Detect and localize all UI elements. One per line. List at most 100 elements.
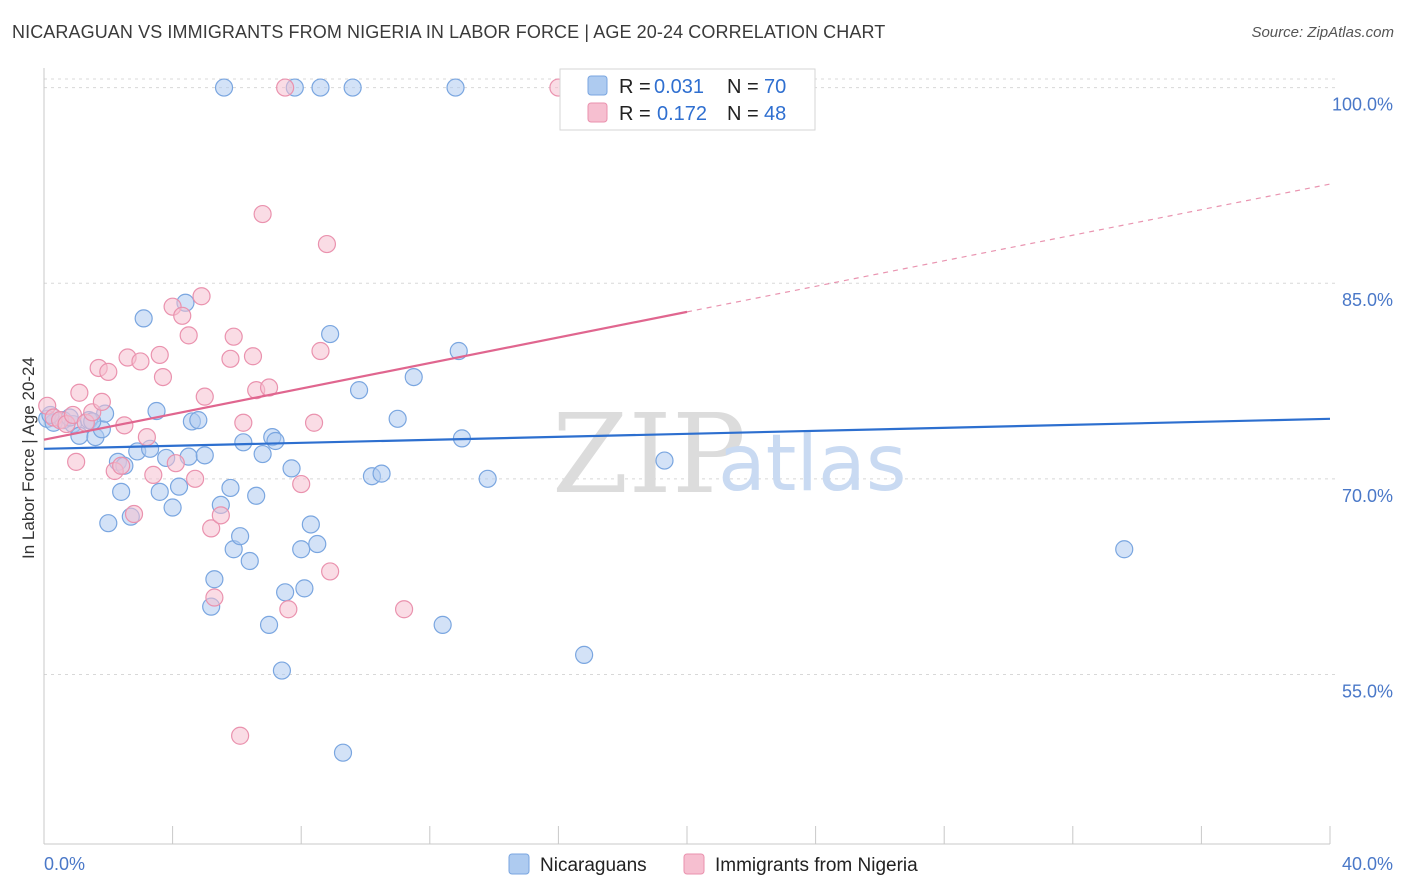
nicaraguan-point <box>266 431 285 451</box>
nicaraguan-point <box>388 409 407 428</box>
nicaraguan-point <box>575 645 594 664</box>
nigeria-point <box>124 504 144 524</box>
nicaraguan-point <box>404 367 423 387</box>
nigeria-point <box>144 465 163 485</box>
nicaraguan-point <box>163 498 182 517</box>
bottom-legend-label-2: Immigrants from Nigeria <box>715 855 918 876</box>
nigeria-point <box>153 367 173 387</box>
nicaraguan-point <box>150 482 169 501</box>
nicaraguan-point <box>247 486 266 505</box>
nicaraguan-point <box>372 464 391 483</box>
nicaraguan-point <box>195 446 214 465</box>
nicaraguan-trendline <box>43 417 1331 450</box>
nigeria-point <box>195 387 214 406</box>
nicaraguan-point <box>231 527 250 546</box>
nicaraguan-point <box>282 459 301 478</box>
y-tick-label: 70.0% <box>1342 486 1393 506</box>
nicaraguan-point <box>1115 540 1134 559</box>
legend-r-value-1: 0.031 <box>654 76 704 98</box>
nigeria-point <box>279 600 298 619</box>
y-tick-label: 100.0% <box>1332 95 1393 115</box>
x-tick-label-min: 0.0% <box>44 854 85 874</box>
nigeria-point <box>137 427 156 447</box>
nicaraguan-point <box>292 540 311 559</box>
nicaraguan-point <box>349 381 369 400</box>
nicaraguan-point <box>205 570 224 589</box>
watermark: ZIP atlas <box>552 390 907 518</box>
x-tick-label-max: 40.0% <box>1342 854 1393 874</box>
nicaraguan-point <box>343 78 362 97</box>
nicaraguan-point <box>333 743 353 762</box>
nigeria-point <box>311 341 330 361</box>
nicaraguan-point <box>147 401 166 421</box>
nicaraguan-point <box>234 433 253 452</box>
nicaraguan-point <box>308 534 327 554</box>
nigeria-point <box>173 306 192 325</box>
nigeria-point <box>221 349 240 368</box>
nigeria-trendline <box>43 310 688 441</box>
nicaraguan-point <box>295 579 314 598</box>
nigeria-point <box>92 392 111 411</box>
y-tick-label: 85.0% <box>1342 290 1393 310</box>
legend-n-label-1: N = <box>727 76 759 98</box>
nicaraguan-point <box>446 78 465 97</box>
stats-legend: R = 0.031 N = 70 R = 0.172 N = 48 <box>559 68 816 131</box>
nicaraguan-point <box>169 477 189 496</box>
nicaraguan-point <box>272 661 292 680</box>
nicaraguan-point <box>478 469 497 488</box>
nigeria-point <box>192 287 211 306</box>
nigeria-point <box>394 600 414 619</box>
bottom-legend-label-1: Nicaraguans <box>540 855 647 876</box>
legend-r-value-2: 0.172 <box>657 103 707 125</box>
nigeria-point <box>205 588 224 607</box>
nigeria-point <box>243 347 263 366</box>
nicaraguan-point <box>221 478 240 498</box>
axis-layer: 55.0% 70.0% 85.0% 100.0% 0.0% 40.0% <box>43 68 1393 874</box>
chart-source: Source: ZipAtlas.com <box>1251 24 1394 41</box>
nicaraguan-point <box>189 411 208 430</box>
nigeria-point <box>150 345 169 365</box>
legend-r-label-2: R = <box>619 103 651 125</box>
bottom-legend-swatch-pink <box>683 853 705 875</box>
nicaraguan-point <box>112 482 131 501</box>
nicaraguan-point <box>134 309 153 328</box>
y-tick-label: 55.0% <box>1342 681 1393 701</box>
nigeria-point <box>253 204 272 224</box>
nigeria-point <box>166 454 185 473</box>
legend-swatch-pink <box>587 102 608 123</box>
nicaraguan-point <box>276 583 295 602</box>
y-axis-title: In Labor Force | Age 20-24 <box>19 357 38 559</box>
nigeria-point <box>224 327 243 346</box>
legend-n-value-1: 70 <box>764 76 786 98</box>
nigeria-point <box>179 326 198 345</box>
nigeria-point <box>67 452 86 471</box>
nigeria-point <box>99 362 118 381</box>
nicaraguan-point <box>253 444 272 464</box>
nigeria-point <box>292 474 311 494</box>
legend-n-value-2: 48 <box>764 103 786 125</box>
points-layer <box>38 78 1134 762</box>
nicaraguan-point <box>311 78 330 97</box>
legend-r-label-1: R = <box>619 76 651 98</box>
series-legend: Nicaraguans Immigrants from Nigeria <box>508 853 918 876</box>
nigeria-point <box>112 456 131 475</box>
grid-layer <box>44 78 1338 675</box>
watermark-zip: ZIP <box>552 390 746 518</box>
nigeria-point <box>211 506 230 525</box>
watermark-atlas: atlas <box>718 419 907 509</box>
bottom-legend-swatch-blue <box>508 853 530 875</box>
nigeria-trendline-extension <box>686 183 1331 313</box>
nigeria-point <box>234 413 253 432</box>
nigeria-point <box>186 469 205 488</box>
nigeria-point <box>321 562 340 581</box>
chart-title: NICARAGUAN VS IMMIGRANTS FROM NIGERIA IN… <box>12 22 886 42</box>
nigeria-point <box>231 726 250 745</box>
nigeria-point <box>202 519 221 538</box>
nigeria-point <box>317 234 337 254</box>
nigeria-point <box>304 413 324 432</box>
nicaraguan-point <box>259 615 279 634</box>
nigeria-point <box>70 383 89 402</box>
nigeria-point <box>131 352 150 371</box>
legend-n-label-2: N = <box>727 103 759 125</box>
